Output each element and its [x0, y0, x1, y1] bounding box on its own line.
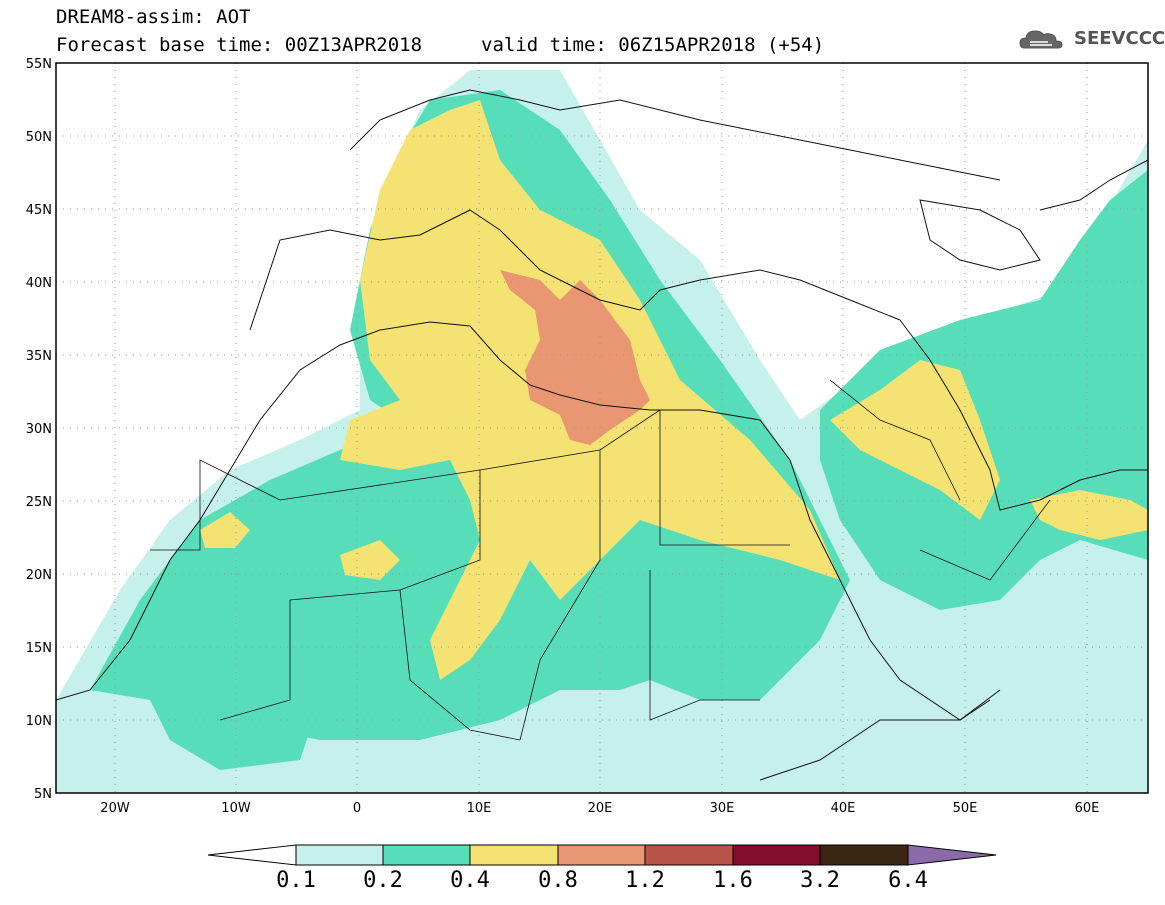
latitude-labels: 55N 50N 45N 40N 35N 30N 25N 20N 15N 10N … — [26, 57, 52, 802]
logo-text: SEEVCCC — [1074, 28, 1165, 49]
colorbar-label: 3.2 — [800, 868, 840, 893]
country-borders — [150, 379, 1051, 741]
aot-band-0.4-east — [830, 360, 1000, 520]
lon-label: 40E — [831, 801, 856, 816]
lat-label: 30N — [26, 422, 52, 437]
colorbar-swatch — [732, 844, 821, 866]
colorbar-swatch — [644, 844, 734, 866]
lat-label: 40N — [26, 276, 52, 291]
lat-label: 15N — [26, 641, 52, 656]
lon-label: 60E — [1075, 801, 1100, 816]
lon-label: 10E — [467, 801, 492, 816]
lon-label: 10W — [221, 801, 251, 816]
map-title: DREAM8-assim: AOT — [56, 6, 251, 28]
lon-label: 50E — [953, 801, 978, 816]
colorbar-label: 0.4 — [450, 868, 490, 893]
colorbar-swatch — [469, 844, 559, 866]
colorbar-label: 0.1 — [276, 868, 316, 893]
lat-label: 20N — [26, 568, 52, 583]
colorbar-extend-low — [207, 844, 297, 866]
forecast-base-time: Forecast base time: 00Z13APR2018 — [56, 34, 423, 56]
lon-label: 30E — [710, 801, 735, 816]
lon-label: 20W — [100, 801, 130, 816]
lat-label: 5N — [34, 787, 52, 802]
valid-time: valid time: 06Z15APR2018 (+54) — [481, 34, 825, 56]
aot-band-0.2-sw — [150, 640, 320, 770]
lat-label: 35N — [26, 349, 52, 364]
colorbar — [207, 844, 997, 866]
colorbar-label: 0.2 — [363, 868, 403, 893]
lon-label: 0 — [353, 801, 361, 816]
lat-label: 25N — [26, 495, 52, 510]
aot-band-0.8 — [500, 270, 650, 445]
colorbar-swatch — [382, 844, 471, 866]
longitude-labels: 20W 10W 0 10E 20E 30E 40E 50E 60E — [100, 801, 1099, 816]
cloud-icon — [1019, 30, 1063, 49]
lat-label: 50N — [26, 130, 52, 145]
aot-band-0.4-west — [200, 512, 250, 548]
colorbar-swatch — [295, 844, 384, 866]
coastlines — [56, 89, 1148, 781]
colorbar-extend-high — [907, 844, 997, 866]
map-frame — [55, 62, 1149, 794]
lat-label: 55N — [26, 57, 52, 72]
colorbar-label: 1.6 — [713, 868, 753, 893]
aot-band-0.4-sahel — [340, 540, 400, 580]
lon-label: 20E — [588, 801, 613, 816]
colorbar-swatch — [557, 844, 646, 866]
colorbar-label: 0.8 — [538, 868, 578, 893]
lat-label: 10N — [26, 714, 52, 729]
colorbar-label: 6.4 — [888, 868, 928, 893]
aot-band-0.4-gulf — [1030, 490, 1148, 540]
colorbar-swatch — [819, 844, 909, 866]
lat-label: 45N — [26, 203, 52, 218]
colorbar-label: 1.2 — [625, 868, 665, 893]
graticule — [56, 63, 1148, 793]
